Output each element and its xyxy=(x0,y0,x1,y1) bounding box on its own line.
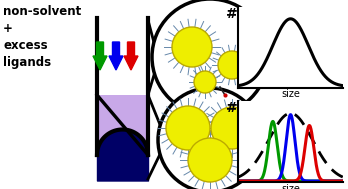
Circle shape xyxy=(166,106,210,150)
Circle shape xyxy=(194,71,216,93)
Circle shape xyxy=(158,88,262,189)
Text: #: # xyxy=(226,7,238,21)
Text: #: # xyxy=(226,101,238,115)
FancyArrow shape xyxy=(93,42,107,70)
Circle shape xyxy=(211,107,253,149)
Polygon shape xyxy=(99,95,146,178)
X-axis label: size: size xyxy=(281,184,300,189)
Circle shape xyxy=(172,27,212,67)
X-axis label: size: size xyxy=(281,89,300,99)
Circle shape xyxy=(188,138,232,182)
FancyArrow shape xyxy=(124,42,138,70)
Circle shape xyxy=(218,51,246,79)
Circle shape xyxy=(152,0,268,115)
FancyArrow shape xyxy=(109,42,123,70)
Text: non-solvent
+
excess
ligands: non-solvent + excess ligands xyxy=(3,5,81,69)
